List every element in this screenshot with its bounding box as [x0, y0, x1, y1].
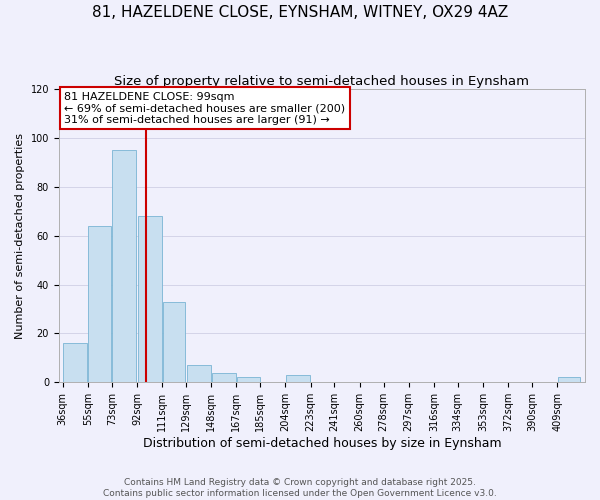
X-axis label: Distribution of semi-detached houses by size in Eynsham: Distribution of semi-detached houses by …	[143, 437, 501, 450]
Bar	[212, 372, 236, 382]
Bar	[112, 150, 136, 382]
Text: 81, HAZELDENE CLOSE, EYNSHAM, WITNEY, OX29 4AZ: 81, HAZELDENE CLOSE, EYNSHAM, WITNEY, OX…	[92, 5, 508, 20]
Text: 81 HAZELDENE CLOSE: 99sqm
← 69% of semi-detached houses are smaller (200)
31% of: 81 HAZELDENE CLOSE: 99sqm ← 69% of semi-…	[64, 92, 345, 125]
Bar	[286, 375, 310, 382]
Bar	[88, 226, 111, 382]
Text: Contains HM Land Registry data © Crown copyright and database right 2025.
Contai: Contains HM Land Registry data © Crown c…	[103, 478, 497, 498]
Bar	[63, 344, 88, 382]
Bar	[557, 378, 580, 382]
Title: Size of property relative to semi-detached houses in Eynsham: Size of property relative to semi-detach…	[115, 75, 529, 88]
Bar	[137, 216, 161, 382]
Bar	[187, 365, 211, 382]
Bar	[237, 378, 260, 382]
Y-axis label: Number of semi-detached properties: Number of semi-detached properties	[15, 133, 25, 339]
Bar	[163, 302, 185, 382]
